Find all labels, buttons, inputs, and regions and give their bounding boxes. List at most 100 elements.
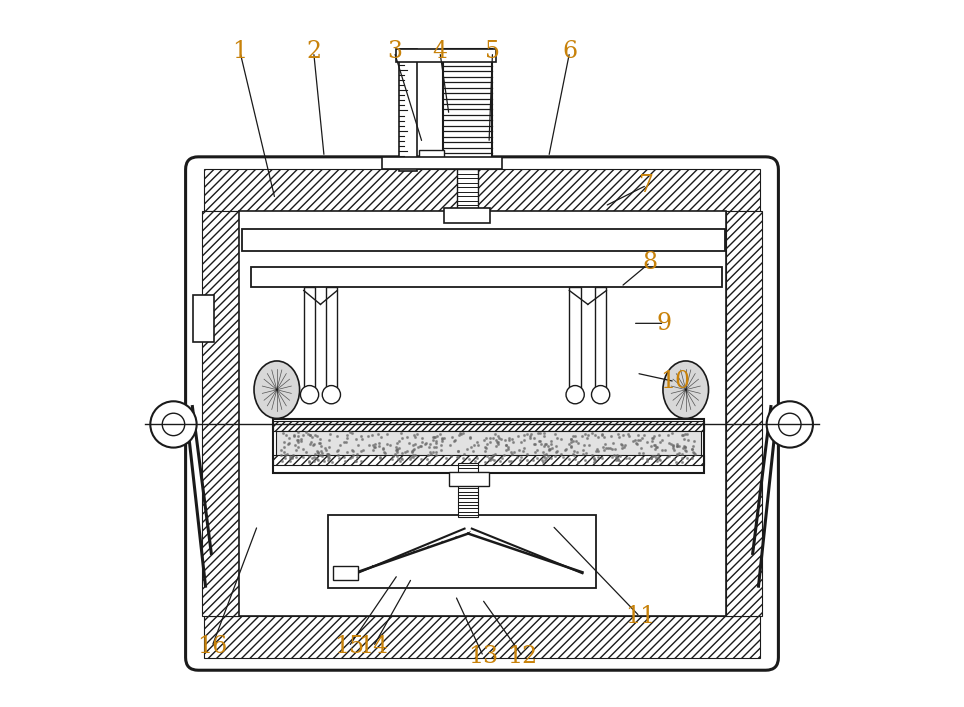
Point bbox=[285, 450, 301, 461]
Point bbox=[310, 438, 326, 449]
Point bbox=[393, 452, 409, 463]
Point bbox=[553, 448, 569, 460]
Point bbox=[317, 442, 333, 453]
Point bbox=[686, 435, 702, 446]
Point bbox=[322, 428, 337, 439]
Point bbox=[281, 452, 297, 464]
Point bbox=[590, 451, 605, 462]
Point bbox=[367, 438, 383, 450]
Point bbox=[670, 449, 685, 460]
Point bbox=[375, 443, 390, 455]
Point bbox=[679, 445, 694, 457]
Point bbox=[498, 445, 514, 456]
Point bbox=[555, 451, 571, 462]
Point bbox=[281, 432, 297, 443]
Point bbox=[654, 445, 669, 456]
Point bbox=[661, 450, 677, 462]
Point bbox=[671, 448, 686, 459]
Point bbox=[580, 429, 596, 440]
Point bbox=[383, 439, 398, 450]
Point bbox=[650, 456, 665, 467]
Point bbox=[504, 448, 520, 460]
Point bbox=[442, 439, 458, 450]
Point bbox=[476, 434, 492, 445]
Point bbox=[491, 437, 506, 448]
Point bbox=[544, 438, 559, 450]
Point bbox=[344, 445, 360, 456]
Point bbox=[595, 430, 610, 441]
Point bbox=[516, 435, 531, 446]
Point bbox=[344, 451, 360, 462]
Point bbox=[304, 452, 319, 464]
Point bbox=[675, 448, 690, 460]
Point bbox=[339, 446, 355, 457]
Point bbox=[338, 436, 354, 448]
Ellipse shape bbox=[663, 361, 709, 419]
Point bbox=[468, 455, 483, 467]
Point bbox=[525, 455, 541, 466]
Point bbox=[449, 451, 465, 462]
Point bbox=[506, 446, 522, 457]
Point bbox=[420, 450, 436, 461]
Point bbox=[571, 456, 586, 467]
Point bbox=[290, 427, 306, 438]
Bar bbox=[304, 286, 315, 395]
Point bbox=[558, 443, 574, 455]
Point bbox=[421, 456, 437, 467]
Point bbox=[364, 430, 380, 441]
Point bbox=[301, 456, 316, 467]
Point bbox=[399, 445, 415, 457]
Point bbox=[622, 431, 637, 442]
Text: 3: 3 bbox=[387, 40, 402, 64]
Circle shape bbox=[592, 385, 609, 404]
Point bbox=[450, 451, 466, 462]
Point bbox=[303, 429, 318, 440]
Point bbox=[277, 437, 292, 448]
Point bbox=[548, 440, 563, 451]
Point bbox=[425, 431, 441, 443]
Text: 13: 13 bbox=[469, 645, 498, 668]
Text: 6: 6 bbox=[562, 40, 577, 64]
Point bbox=[491, 439, 506, 450]
Point bbox=[594, 428, 609, 440]
Bar bbox=[273, 455, 704, 465]
Point bbox=[320, 451, 335, 462]
Point bbox=[443, 450, 459, 462]
Point bbox=[665, 440, 681, 451]
Point bbox=[394, 432, 410, 443]
Point bbox=[666, 453, 682, 464]
Point bbox=[670, 440, 685, 452]
Point bbox=[482, 436, 497, 448]
Point bbox=[497, 434, 513, 445]
Point bbox=[429, 449, 444, 460]
Point bbox=[541, 443, 556, 455]
Point bbox=[410, 442, 425, 453]
Point bbox=[391, 435, 407, 446]
Point bbox=[676, 433, 691, 445]
Point bbox=[376, 447, 391, 458]
Point bbox=[397, 447, 413, 458]
Point bbox=[422, 438, 438, 450]
Circle shape bbox=[766, 402, 813, 448]
Point bbox=[628, 435, 643, 446]
Point bbox=[549, 433, 565, 444]
Point bbox=[310, 447, 326, 458]
Point bbox=[308, 429, 323, 440]
Point bbox=[579, 433, 595, 444]
Point bbox=[538, 448, 553, 460]
Point bbox=[604, 443, 620, 455]
Point bbox=[634, 432, 650, 443]
Point bbox=[612, 450, 628, 462]
Point bbox=[388, 442, 404, 453]
Point bbox=[307, 455, 322, 466]
Point bbox=[342, 452, 358, 464]
Point bbox=[653, 436, 668, 448]
Point bbox=[320, 449, 335, 460]
Point bbox=[586, 456, 602, 467]
Point bbox=[611, 431, 627, 443]
Point bbox=[307, 439, 322, 450]
Bar bbox=[203, 170, 761, 211]
Point bbox=[336, 436, 352, 448]
Point bbox=[371, 437, 387, 448]
Point bbox=[526, 432, 542, 443]
